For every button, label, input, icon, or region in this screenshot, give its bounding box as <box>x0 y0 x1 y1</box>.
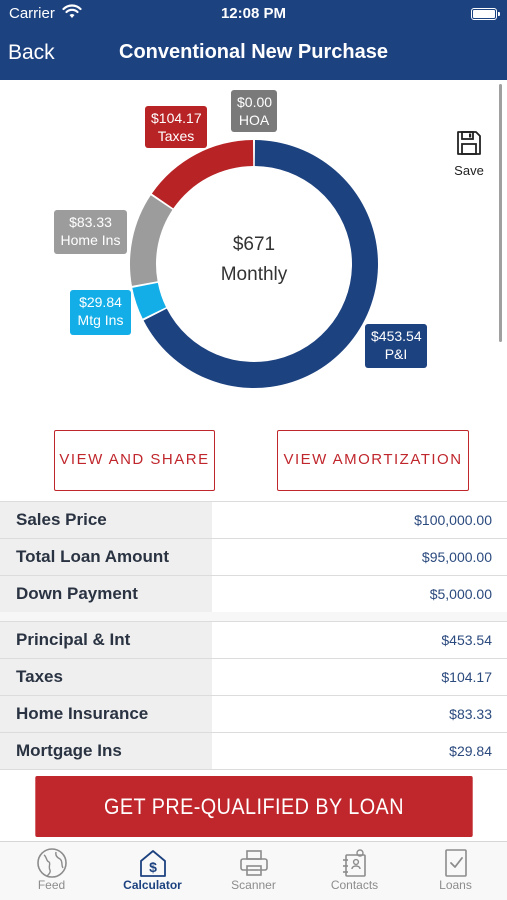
callout-pi-name: P&I <box>384 346 408 362</box>
callout-hoa-amount: $0.00 <box>237 94 273 110</box>
row-label: Mortgage Ins <box>0 733 212 769</box>
carrier-label: Carrier <box>9 5 55 22</box>
row-label: Total Loan Amount <box>0 539 212 575</box>
save-label: Save <box>454 163 484 178</box>
battery-icon <box>471 8 500 20</box>
scroll-indicator <box>499 84 502 342</box>
table-row: Mortgage Ins $29.84 <box>0 733 507 770</box>
row-label: Down Payment <box>0 576 212 612</box>
tab-calculator[interactable]: $ Calculator <box>102 842 203 900</box>
row-label: Sales Price <box>0 502 212 538</box>
tab-scanner-label: Scanner <box>231 878 276 892</box>
tab-contacts[interactable]: Contacts <box>304 842 405 900</box>
row-label: Taxes <box>0 659 212 695</box>
row-label: Principal & Int <box>0 622 212 658</box>
callout-pi: $453.54 P&I <box>365 324 427 368</box>
table-row: Sales Price $100,000.00 <box>0 502 507 539</box>
row-value: $5,000.00 <box>429 586 492 602</box>
row-value: $83.33 <box>449 706 492 722</box>
callout-mtg-ins: $29.84 Mtg Ins <box>70 290 131 335</box>
row-value: $104.17 <box>441 669 492 685</box>
donut-slice-home-ins <box>130 195 173 286</box>
view-amortization-button[interactable]: VIEW AMORTIZATION <box>277 430 469 491</box>
status-bar: Carrier 12:08 PM <box>0 0 507 28</box>
tab-loans-label: Loans <box>439 878 472 892</box>
table-row: Taxes $104.17 <box>0 659 507 696</box>
tab-loans[interactable]: Loans <box>405 842 506 900</box>
row-value: $29.84 <box>449 743 492 759</box>
callout-hoa: $0.00 HOA <box>231 90 277 132</box>
document-check-icon <box>405 842 506 878</box>
calculator-dollar-icon: $ <box>102 842 203 878</box>
navigation-bar: Back Conventional New Purchase <box>0 28 507 80</box>
clock: 12:08 PM <box>220 5 287 22</box>
table-row: Total Loan Amount $95,000.00 <box>0 539 507 576</box>
payment-donut-chart <box>130 140 378 388</box>
callout-home-ins-amount: $83.33 <box>69 214 112 230</box>
tab-feed[interactable]: Feed <box>1 842 102 900</box>
donut-slice-mtg-ins <box>132 282 167 319</box>
callout-taxes: $104.17 Taxes <box>145 106 207 148</box>
callout-mtg-ins-name: Mtg Ins <box>77 312 124 328</box>
monthly-label: Monthly <box>220 264 288 285</box>
callout-taxes-amount: $104.17 <box>151 110 202 126</box>
callout-taxes-name: Taxes <box>157 128 195 144</box>
callout-mtg-ins-amount: $29.84 <box>79 294 122 310</box>
table-row: Home Insurance $83.33 <box>0 696 507 733</box>
loan-summary-table: Sales Price $100,000.00 Total Loan Amoun… <box>0 501 507 613</box>
row-label: Home Insurance <box>0 696 212 732</box>
tab-feed-label: Feed <box>37 878 66 892</box>
contacts-icon <box>304 842 405 878</box>
callout-pi-amount: $453.54 <box>371 328 422 344</box>
table-row: Down Payment $5,000.00 <box>0 576 507 613</box>
wifi-icon <box>62 4 82 24</box>
table-row: Principal & Int $453.54 <box>0 622 507 659</box>
printer-icon <box>203 842 304 878</box>
payment-breakdown-table: Principal & Int $453.54 Taxes $104.17 Ho… <box>0 621 507 770</box>
save-button[interactable]: Save <box>449 130 489 178</box>
page-title: Conventional New Purchase <box>119 41 388 63</box>
callout-home-ins-name: Home Ins <box>60 232 121 248</box>
row-value: $95,000.00 <box>421 549 492 565</box>
get-pre-qualified-button[interactable]: GET PRE-QUALIFIED BY LOAN <box>35 776 473 837</box>
tab-contacts-label: Contacts <box>330 878 379 892</box>
tab-calculator-label: Calculator <box>123 878 182 892</box>
globe-icon <box>1 842 102 878</box>
row-value: $100,000.00 <box>414 512 492 528</box>
svg-text:$: $ <box>149 859 157 875</box>
floppy-disk-icon <box>449 130 489 161</box>
tab-bar: Feed $ Calculator Scanner <box>0 841 507 900</box>
donut-slice-taxes <box>151 140 254 209</box>
callout-home-ins: $83.33 Home Ins <box>54 210 127 254</box>
monthly-total: $671 <box>232 234 276 255</box>
callout-hoa-name: HOA <box>238 112 270 128</box>
row-value: $453.54 <box>441 632 492 648</box>
back-button[interactable]: Back <box>8 41 55 64</box>
view-and-share-button[interactable]: VIEW AND SHARE <box>54 430 215 491</box>
tab-scanner[interactable]: Scanner <box>203 842 304 900</box>
section-divider <box>0 612 507 621</box>
